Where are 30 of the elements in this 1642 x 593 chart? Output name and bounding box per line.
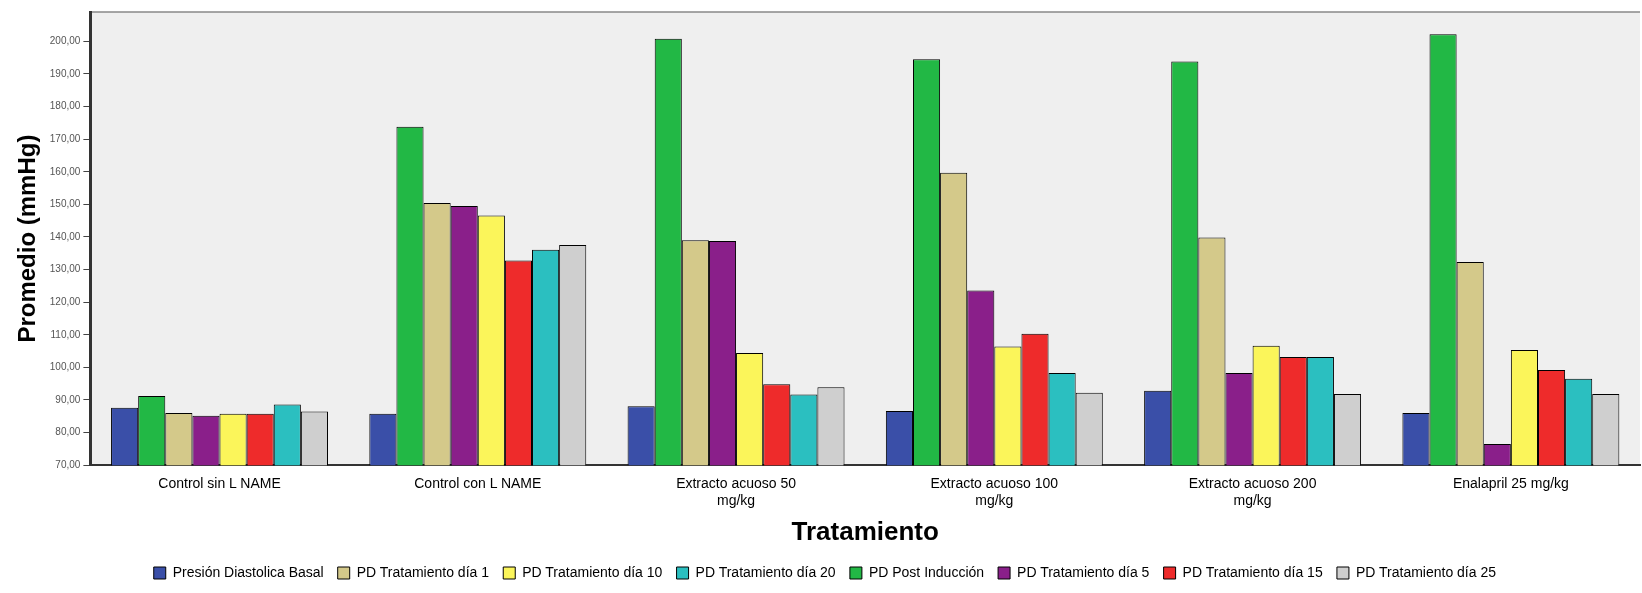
legend-label: PD Post Inducción — [868, 563, 985, 580]
y-tick-label: 120,00 — [49, 295, 81, 307]
y-tick-label: 140,00 — [49, 230, 81, 242]
y-tick-label: 80,00 — [55, 426, 81, 438]
y-tick-label: 130,00 — [49, 263, 81, 275]
y-tick-label: 70,00 — [55, 458, 81, 470]
y-tick-label: 150,00 — [49, 198, 81, 210]
legend-label: PD Tratamiento día 15 — [1182, 563, 1323, 580]
x-tick-label: Enalapril 25 mg/kg — [1452, 475, 1569, 492]
x-tick-label: Extracto acuoso 100 mg/kg — [930, 475, 1059, 509]
x-tick-label: Extracto acuoso 50 mg/kg — [676, 475, 797, 509]
x-tick-label: Control con L NAME — [414, 475, 542, 492]
y-tick-label: 90,00 — [55, 393, 81, 405]
y-tick-label: 160,00 — [49, 165, 81, 177]
y-tick-label: 110,00 — [50, 328, 81, 340]
x-tick-label: Extracto acuoso 200 mg/kg — [1188, 475, 1317, 509]
legend-label: PD Tratamiento día 10 — [522, 563, 663, 580]
y-tick-label: 180,00 — [49, 100, 81, 112]
legend-label: PD Tratamiento día 1 — [356, 563, 490, 580]
legend-label: Presión Diastolica Basal — [172, 563, 324, 580]
x-axis-title: Tratamiento — [791, 515, 939, 546]
y-tick-label: 200,00 — [49, 35, 81, 47]
y-tick-label: 190,00 — [49, 67, 81, 79]
y-axis-title: Promedio (mmHg) — [13, 134, 41, 343]
legend-label: PD Tratamiento día 20 — [695, 563, 836, 580]
x-tick-label: Control sin L NAME — [158, 475, 281, 492]
legend-label: PD Tratamiento día 25 — [1355, 563, 1497, 580]
legend-label: PD Tratamiento día 5 — [1017, 563, 1150, 580]
y-tick-label: 100,00 — [49, 361, 81, 373]
y-tick-label: 170,00 — [49, 132, 81, 144]
